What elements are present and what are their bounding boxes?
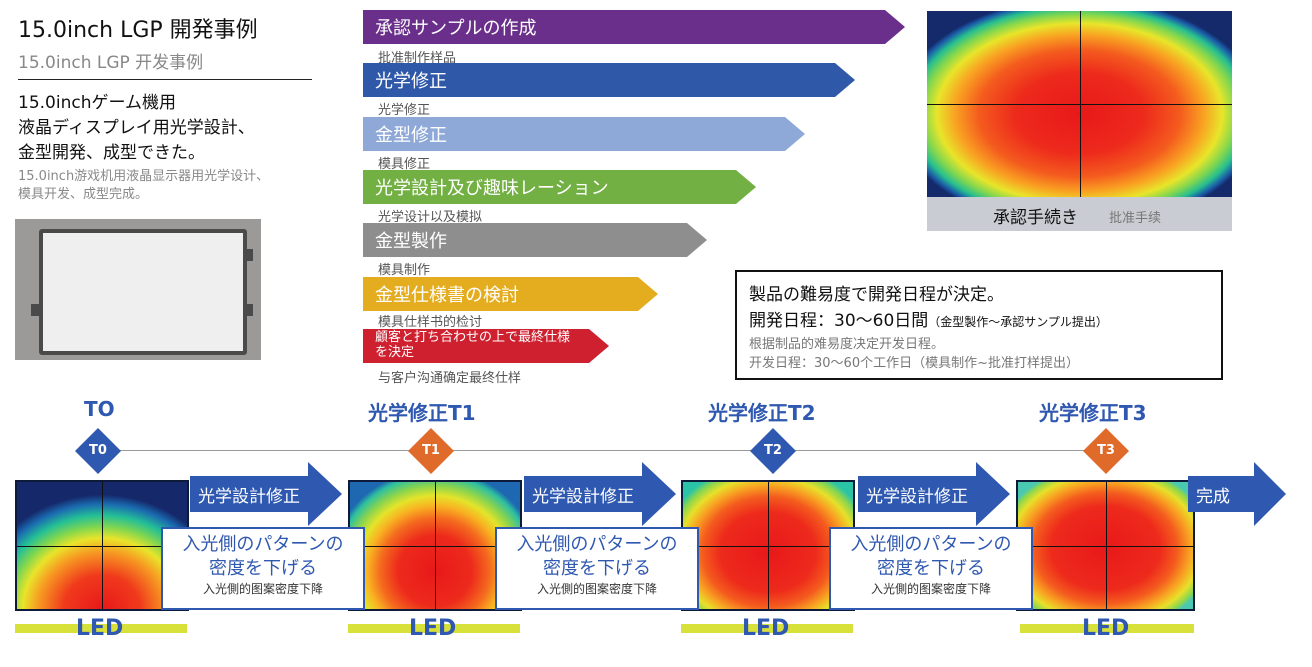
panel-tab-right-top xyxy=(243,249,253,261)
info-line-2: 開発日程：30～60日間（金型製作～承認サンプル提出） xyxy=(749,306,1108,331)
arrow-optical-correction-3: 光学設計修正 xyxy=(858,462,1010,530)
info-line-4: 开发日程：30～60个工作日（模具制作~批准打样提出） xyxy=(749,356,1079,371)
title-divider xyxy=(18,79,312,80)
info-line-2-note: （金型製作～承認サンプル提出） xyxy=(928,315,1108,329)
step-approval-sample: 承認サンプルの作成 xyxy=(363,10,905,44)
step-label: 承認サンプルの作成 xyxy=(375,18,537,39)
pattern-cn: 入光側的图案密度下降 xyxy=(202,582,323,596)
led-label-t0: LED xyxy=(76,616,124,641)
step-sub: 模具修正 xyxy=(378,157,431,172)
page-subtitle: 15.0inch LGP 开发事例 xyxy=(18,53,204,73)
step-label: 金型修正 xyxy=(375,125,447,146)
approval-label-cn: 批准手续 xyxy=(1109,211,1162,226)
grid-line-horizontal xyxy=(683,545,853,547)
badge-t2-label: T2 xyxy=(764,443,782,458)
pattern-line-1: 入光側のパターンの xyxy=(516,534,678,555)
step-label: 光学設計及び趣味レーション xyxy=(375,178,609,199)
approval-label-jp: 承認手続き xyxy=(993,208,1078,228)
badge-t1: T1 xyxy=(408,428,454,474)
pattern-line-2: 密度を下げる xyxy=(209,558,317,579)
step-sub: 光学设计以及模拟 xyxy=(378,210,483,225)
stage-title-t3: 光学修正T3 xyxy=(1039,401,1147,425)
grid-line-horizontal xyxy=(350,545,520,547)
badge-t2: T2 xyxy=(750,428,796,474)
panel-tab-left xyxy=(31,304,41,316)
led-bar-t0 xyxy=(15,624,187,633)
stage-title-t0: TO xyxy=(84,397,115,421)
arrow-label: 光学設計修正 xyxy=(866,487,968,507)
step-label: 金型仕様書の検討 xyxy=(375,285,519,306)
timeline-line xyxy=(100,450,1106,451)
step-label: 金型製作 xyxy=(375,231,447,252)
pattern-note-3: 入光側のパターンの 密度を下げる 入光側的图案密度下降 xyxy=(829,527,1033,610)
led-label-t1: LED xyxy=(409,616,457,641)
badge-t0: T0 xyxy=(75,428,121,474)
description-cn: 15.0inch游戏机用液晶显示器用光学设计、模具开发、成型完成。 xyxy=(18,169,270,202)
description-jp: 15.0inchゲーム機用 液晶ディスプレイ用光学設計、 金型開発、成型できた。 xyxy=(18,91,318,166)
step-sub: 光学修正 xyxy=(378,103,431,118)
badge-t3-label: T3 xyxy=(1097,443,1115,458)
arrow-optical-correction-2: 光学設計修正 xyxy=(524,462,676,530)
pattern-cn: 入光側的图案密度下降 xyxy=(870,582,991,596)
grid-line-horizontal xyxy=(17,545,187,547)
heatmap-t3 xyxy=(1016,480,1195,611)
arrow-optical-correction-1: 光学設計修正 xyxy=(190,462,342,530)
grid-line-horizontal xyxy=(927,104,1232,105)
led-bar-t2 xyxy=(681,624,853,633)
badge-t3: T3 xyxy=(1083,428,1129,474)
product-photo xyxy=(15,219,261,360)
info-line-2-main: 開発日程：30～60日間 xyxy=(749,311,929,331)
badge-t1-label: T1 xyxy=(422,443,440,458)
description-jp-line-2: 液晶ディスプレイ用光学設計、 xyxy=(18,118,255,138)
grid-line-horizontal xyxy=(1018,545,1193,547)
pattern-cn: 入光側的图案密度下降 xyxy=(536,582,657,596)
description-jp-line-1: 15.0inchゲーム機用 xyxy=(18,93,176,113)
pattern-note-1: 入光側のパターンの 密度を下げる 入光側的图案密度下降 xyxy=(161,527,365,610)
description-jp-line-3: 金型開発、成型できた。 xyxy=(18,143,205,163)
step-mold-manufacturing: 金型製作 xyxy=(363,223,707,257)
step-label: 光学修正 xyxy=(375,71,447,92)
stage-title-t2: 光学修正T2 xyxy=(708,401,816,425)
step-sub: 模具制作 xyxy=(378,263,431,278)
arrow-label: 光学設計修正 xyxy=(532,487,634,507)
heatmap-t0 xyxy=(15,480,189,611)
panel-tab-right xyxy=(243,304,253,316)
heatmap-t1 xyxy=(348,480,522,611)
info-line-3: 根据制品的难易度决定开发日程。 xyxy=(749,337,945,352)
stage-title-t1: 光学修正T1 xyxy=(368,401,476,425)
led-label-t3: LED xyxy=(1082,616,1130,641)
approval-caption: 承認手続き 批准手续 xyxy=(927,197,1232,231)
led-bar-t1 xyxy=(348,624,520,633)
arrow-label: 光学設計修正 xyxy=(198,487,300,507)
pattern-note-2: 入光側のパターンの 密度を下げる 入光側的图案密度下降 xyxy=(495,527,699,610)
schedule-info-box: 製品の難易度で開発日程が決定。 開発日程：30～60日間（金型製作～承認サンプル… xyxy=(735,270,1223,380)
lgp-panel-image xyxy=(39,229,247,355)
step-sub: 模具仕样书的检讨 xyxy=(378,315,483,330)
page-title: 15.0inch LGP 開発事例 xyxy=(18,18,258,43)
step-mold-correction: 金型修正 xyxy=(363,117,805,151)
arrow-complete: 完成 xyxy=(1188,462,1286,530)
step-final-spec: 顧客と打ち合わせの上で最終仕様を決定 xyxy=(363,329,609,363)
step-sub: 批准制作样品 xyxy=(378,51,457,66)
complete-label: 完成 xyxy=(1196,487,1230,507)
info-line-1: 製品の難易度で開発日程が決定。 xyxy=(749,285,1004,305)
step-optical-correction: 光学修正 xyxy=(363,63,855,97)
step-label: 顧客と打ち合わせの上で最終仕様を決定 xyxy=(375,330,571,360)
pattern-line-2: 密度を下げる xyxy=(877,558,985,579)
step-optical-design-simulation: 光学設計及び趣味レーション xyxy=(363,170,756,204)
approval-heatmap xyxy=(927,11,1232,197)
led-bar-t3 xyxy=(1020,624,1194,633)
badge-t0-label: T0 xyxy=(89,443,107,458)
pattern-line-1: 入光側のパターンの xyxy=(182,534,344,555)
led-label-t2: LED xyxy=(742,616,790,641)
step-sub: 与客户沟通确定最终仕样 xyxy=(378,371,522,386)
pattern-line-2: 密度を下げる xyxy=(543,558,651,579)
step-mold-spec-review: 金型仕様書の検討 xyxy=(363,277,658,311)
pattern-line-1: 入光側のパターンの xyxy=(850,534,1012,555)
